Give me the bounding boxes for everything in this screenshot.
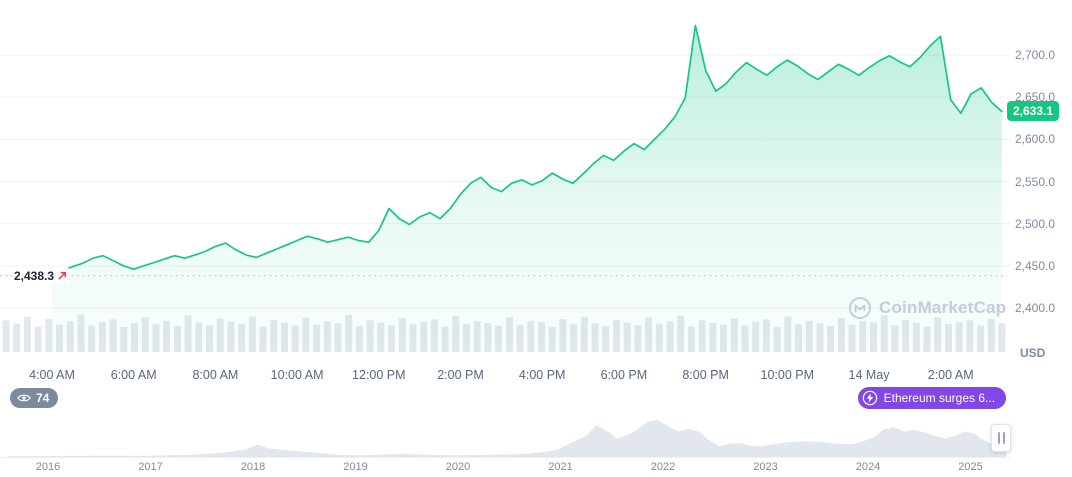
currency-unit-label: USD: [1020, 346, 1046, 360]
price-area-fill: [52, 25, 1002, 352]
x-axis-tick: 12:00 PM: [352, 368, 406, 382]
current-price-badge: 2,633.1: [1007, 101, 1060, 122]
y-axis-tick: 2,550.0: [1015, 174, 1056, 189]
timeline-year-label: 2017: [138, 461, 163, 473]
timeline-year-label: 2025: [958, 461, 983, 473]
y-axis-tick: 2,650.0: [1015, 90, 1056, 105]
eye-icon: [17, 394, 31, 402]
watermark-text: CoinMarketCap: [879, 298, 1007, 317]
timeline-year-label: 2023: [753, 461, 778, 473]
x-axis-tick: 6:00 AM: [110, 368, 157, 382]
timeline-year-label: 2019: [343, 461, 368, 473]
open-price-value: 2,438.3: [14, 268, 55, 283]
x-axis-tick: 8:00 PM: [682, 368, 729, 382]
timeline-year-label: 2018: [240, 461, 266, 473]
timeline-chart-canvas[interactable]: [0, 412, 1012, 458]
history-area: [7, 420, 1007, 457]
lightning-icon: [862, 390, 877, 406]
coinmarketcap-logo-icon: [849, 297, 871, 319]
x-axis-tick: 10:00 AM: [270, 368, 324, 382]
x-axis: 4:00 AM 6:00 AM 8:00 AM 10:00 AM 12:00 PM 2:0…: [0, 358, 1010, 386]
y-axis-tick: 2,450.0: [1015, 258, 1056, 273]
timeline-year-label: 2022: [650, 461, 676, 473]
x-axis-tick: 4:00 AM: [29, 368, 75, 382]
watermark: CoinMarketCap: [848, 296, 1006, 320]
y-axis-tick: 2,500.0: [1015, 216, 1056, 231]
x-axis-tick: 2:00 PM: [437, 368, 484, 382]
annotations-count: 74: [36, 391, 50, 405]
timeline-year-label: 2016: [35, 461, 61, 473]
price-trend-arrow-icon: [58, 272, 67, 280]
timeline-year-label: 2021: [548, 461, 573, 473]
y-axis: USD 2,700.0 2,650.0 2,600.0 2,550.0 2,500.0 2…: [1010, 0, 1072, 360]
y-axis-tick: 2,600.0: [1015, 132, 1056, 147]
x-axis-tick: 10:00 PM: [760, 368, 815, 382]
price-chart-canvas[interactable]: [0, 0, 1010, 358]
x-axis-tick: 14 May: [848, 368, 890, 382]
y-axis-tick: 2,700.0: [1015, 48, 1056, 62]
x-axis-tick: 4:00 PM: [518, 368, 566, 382]
timeline-scrubber-handle[interactable]: [991, 424, 1011, 452]
price-line: [51, 24, 1003, 277]
timeline-year-label: 2020: [445, 461, 471, 473]
y-axis-tick: 2,400.0: [1015, 301, 1056, 315]
x-axis-tick: 8:00 AM: [192, 368, 239, 382]
open-price-label: 2,438.3: [12, 267, 71, 284]
annotations-count-badge[interactable]: 74: [10, 388, 59, 408]
timeline-year-label: 2024: [855, 461, 881, 473]
timeline-minimap[interactable]: 2016 2017 2018 2019 2020 2021 2022 2023 2024 2025: [0, 412, 1072, 477]
news-badge-text: Ethereum surges 6...: [883, 391, 995, 405]
x-axis-tick: 2:00 AM: [927, 368, 974, 382]
x-axis-tick: 6:00 PM: [600, 368, 648, 382]
news-badge[interactable]: Ethereum surges 6...: [857, 387, 1006, 409]
